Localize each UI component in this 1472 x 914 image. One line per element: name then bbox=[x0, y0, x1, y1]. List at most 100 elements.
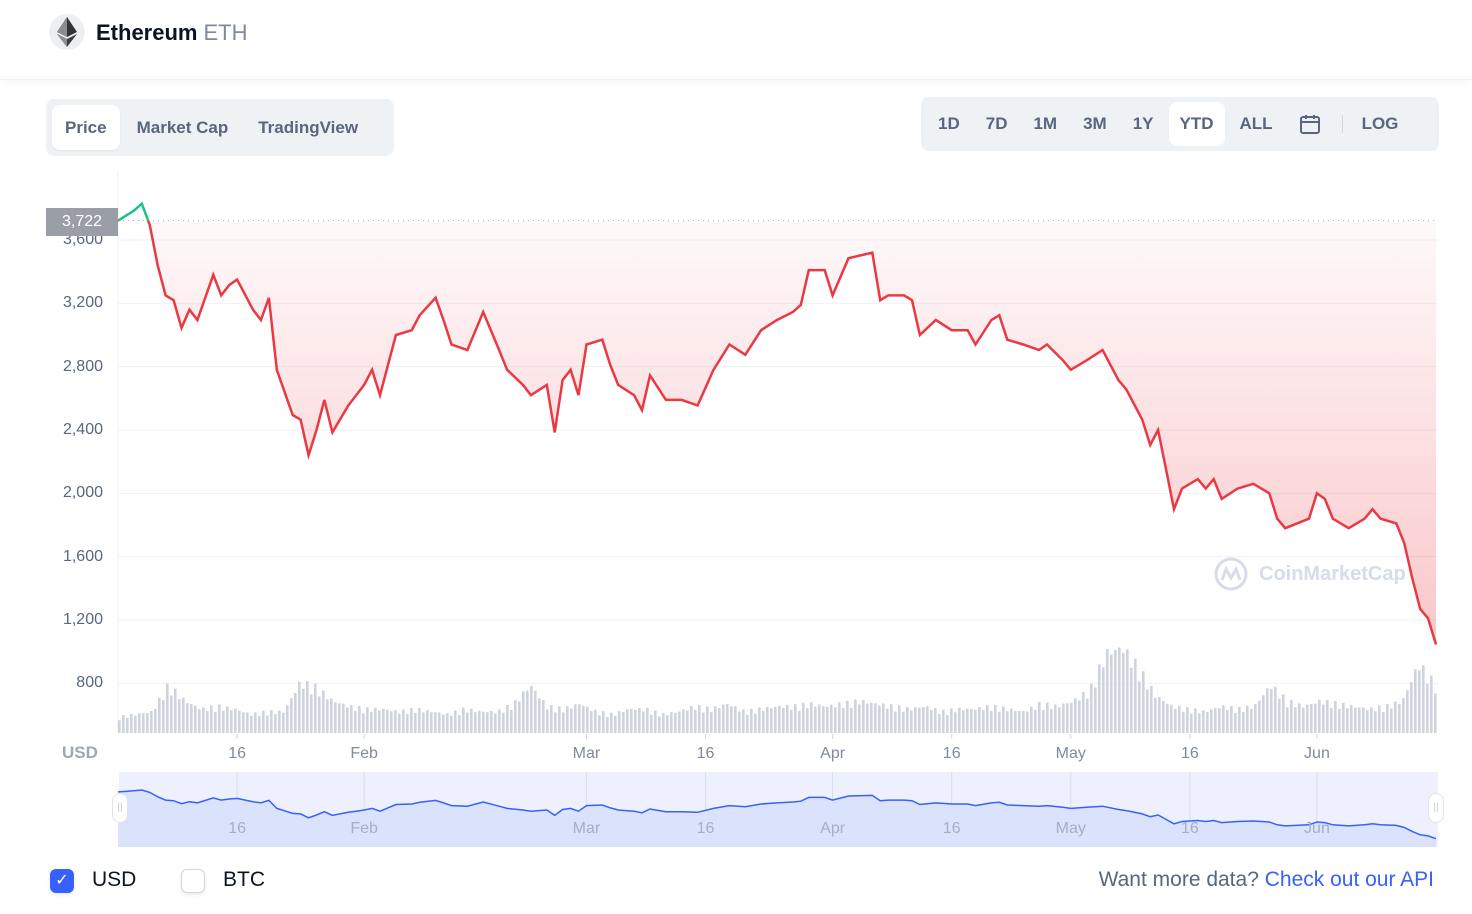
volume-bar bbox=[746, 714, 749, 733]
volume-bar bbox=[866, 703, 869, 733]
volume-bar bbox=[466, 712, 469, 733]
volume-bar bbox=[242, 712, 245, 733]
volume-bar bbox=[590, 711, 593, 733]
volume-bar bbox=[650, 714, 653, 733]
volume-bar bbox=[338, 703, 341, 733]
volume-bar bbox=[958, 707, 961, 733]
volume-bar bbox=[858, 704, 861, 733]
btc-checkbox[interactable] bbox=[181, 869, 205, 893]
volume-bar bbox=[774, 706, 777, 733]
navigator-right-handle[interactable]: || bbox=[1428, 793, 1444, 823]
volume-bar bbox=[250, 715, 253, 733]
volume-bar bbox=[158, 697, 161, 733]
volume-bar bbox=[1338, 708, 1341, 733]
volume-bar bbox=[1398, 704, 1401, 733]
log-scale-toggle[interactable]: LOG bbox=[1361, 114, 1399, 133]
volume-bar bbox=[1422, 665, 1425, 733]
y-tick-label: 2,800 bbox=[62, 357, 103, 375]
btc-checkbox-label[interactable]: BTC bbox=[223, 868, 265, 891]
volume-bar bbox=[1226, 710, 1229, 733]
volume-bar bbox=[950, 708, 953, 733]
volume-bar bbox=[198, 709, 201, 733]
volume-bar bbox=[1354, 707, 1357, 733]
volume-bar bbox=[634, 709, 637, 733]
range-1y[interactable]: 1Y bbox=[1132, 114, 1154, 133]
volume-bar bbox=[1154, 697, 1157, 733]
volume-bar bbox=[730, 706, 733, 733]
volume-bar bbox=[1146, 689, 1149, 733]
volume-bar bbox=[570, 708, 573, 733]
volume-bar bbox=[274, 714, 277, 733]
volume-bar bbox=[658, 716, 661, 733]
volume-bar bbox=[330, 698, 333, 733]
range-3m[interactable]: 3M bbox=[1083, 114, 1107, 133]
volume-bar bbox=[342, 703, 345, 733]
volume-bar bbox=[298, 681, 301, 733]
volume-bar bbox=[1434, 693, 1437, 733]
volume-bar bbox=[986, 705, 989, 733]
volume-bar bbox=[694, 709, 697, 733]
volume-bar bbox=[434, 712, 437, 733]
volume-bar bbox=[682, 709, 685, 733]
tab-tradingview[interactable]: TradingView bbox=[258, 118, 359, 137]
volume-bar bbox=[754, 713, 757, 733]
volume-bar bbox=[930, 710, 933, 733]
volume-bar bbox=[1142, 671, 1145, 733]
volume-bar bbox=[594, 709, 597, 733]
tab-market-cap[interactable]: Market Cap bbox=[136, 118, 229, 137]
navigator-left-handle[interactable]: || bbox=[112, 793, 128, 823]
volume-bar bbox=[126, 717, 129, 733]
calendar-icon[interactable] bbox=[1288, 102, 1332, 146]
range-1d[interactable]: 1D bbox=[938, 114, 960, 133]
volume-bar bbox=[502, 712, 505, 733]
volume-bar bbox=[926, 706, 929, 733]
volume-bar bbox=[1402, 698, 1405, 733]
usd-checkbox-label[interactable]: USD bbox=[92, 868, 137, 891]
volume-bar bbox=[1178, 705, 1181, 733]
volume-bar bbox=[726, 703, 729, 733]
volume-bar bbox=[822, 706, 825, 733]
volume-bar bbox=[1306, 704, 1309, 733]
volume-bar bbox=[290, 698, 293, 733]
volume-bar bbox=[794, 704, 797, 733]
api-link[interactable]: Check out our API bbox=[1264, 868, 1434, 891]
volume-bar bbox=[238, 710, 241, 733]
volume-bar bbox=[1194, 708, 1197, 733]
volume-bar bbox=[1274, 686, 1277, 733]
volume-bar bbox=[834, 707, 837, 733]
currency-axis-label: USD bbox=[62, 743, 98, 762]
volume-bar bbox=[1114, 649, 1117, 733]
volume-bar bbox=[1258, 700, 1261, 733]
x-tick-label: 16 bbox=[228, 745, 246, 762]
volume-bar bbox=[1138, 681, 1141, 733]
divider bbox=[1341, 115, 1343, 133]
navigator-tick-label: 16 bbox=[696, 820, 715, 837]
volume-bar bbox=[810, 702, 813, 733]
usd-checkbox[interactable]: ✓ bbox=[50, 869, 74, 893]
range-ytd[interactable]: YTD bbox=[1168, 102, 1225, 146]
volume-bar bbox=[542, 699, 545, 733]
volume-bar bbox=[1270, 688, 1273, 733]
volume-bar bbox=[566, 706, 569, 733]
range-all[interactable]: ALL bbox=[1239, 114, 1273, 133]
volume-bar bbox=[1130, 667, 1133, 733]
volume-bar bbox=[1106, 649, 1109, 733]
volume-bar bbox=[1150, 685, 1153, 733]
volume-bar bbox=[662, 712, 665, 733]
tab-price[interactable]: Price bbox=[52, 105, 120, 150]
volume-bar bbox=[454, 710, 457, 733]
volume-bar bbox=[254, 712, 257, 733]
volume-bar bbox=[770, 708, 773, 733]
navigator-line bbox=[117, 789, 1437, 840]
range-7d[interactable]: 7D bbox=[985, 114, 1008, 133]
volume-bar bbox=[1386, 703, 1389, 733]
volume-bar bbox=[626, 709, 629, 733]
volume-bar bbox=[534, 690, 537, 733]
range-1m[interactable]: 1M bbox=[1033, 114, 1058, 133]
volume-bar bbox=[558, 706, 561, 733]
volume-bar bbox=[314, 683, 317, 733]
volume-bar bbox=[918, 707, 921, 733]
volume-bar bbox=[1222, 705, 1225, 733]
volume-bar bbox=[646, 707, 649, 733]
